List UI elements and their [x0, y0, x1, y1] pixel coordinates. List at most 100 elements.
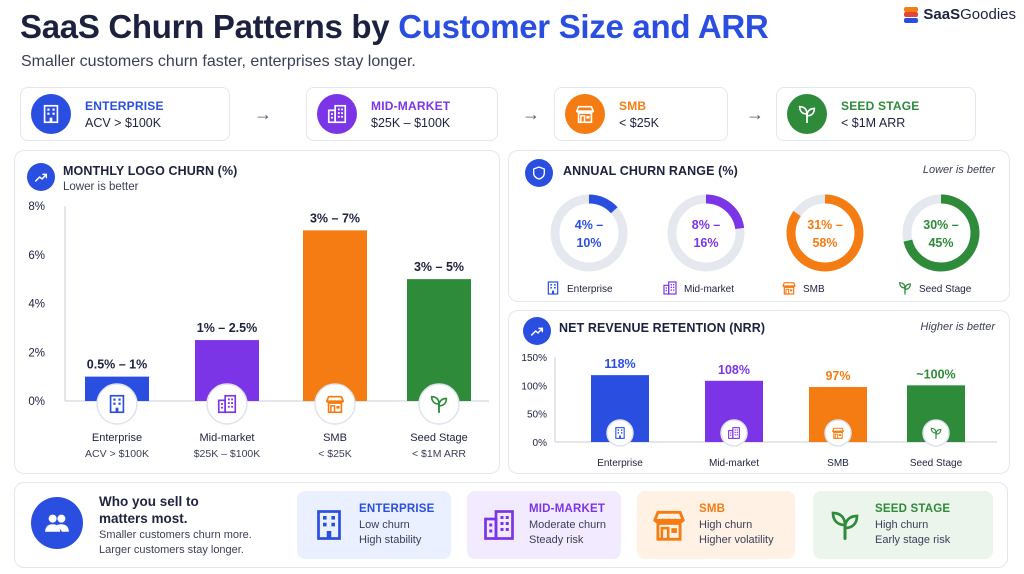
- tile-enterprise: ENTERPRISE Low churn High stability: [297, 491, 451, 559]
- brand-logo: SaaSGoodies: [904, 6, 1016, 23]
- donut-value-line2: 45%: [928, 236, 953, 250]
- x-tick-sublabel: ACV > $100K: [85, 448, 149, 460]
- brand-name-rest: Goodies: [960, 6, 1016, 23]
- donut-label: SMB: [782, 282, 825, 295]
- segment-card-smb: SMB < $25K: [554, 87, 728, 141]
- title-main: SaaS Churn Patterns by: [20, 8, 399, 45]
- logo-churn-chart: 0% 2% 4% 6% 8% 0.5% – 1% Enterprise ACV > $100K…: [28, 201, 489, 460]
- donut-category-label: Mid-market: [684, 284, 734, 295]
- office-icon: [479, 505, 519, 545]
- users-icon: [31, 497, 83, 549]
- segment-card-mid-market: MID-MARKET $25K – $100K: [306, 87, 498, 141]
- tile-line: High stability: [359, 533, 422, 546]
- sprout-icon: [418, 383, 460, 425]
- x-tick-label: Mid-market: [709, 458, 759, 469]
- office-icon: [720, 419, 748, 447]
- x-tick-label: SMB: [323, 432, 347, 444]
- logo-churn-title: MONTHLY LOGO CHURN (%): [63, 164, 238, 178]
- sprout-icon: [825, 505, 865, 545]
- annual-churn-note: Lower is better: [922, 164, 995, 176]
- annual-churn-donuts: 4% – 10% Enterprise 8% – 16% Mid-market 31% – 5…: [547, 194, 980, 295]
- bar-data-label: 97%: [825, 369, 850, 383]
- donut-value-line2: 10%: [576, 236, 601, 250]
- trend-up-icon: [523, 317, 551, 345]
- sprout-icon: [899, 281, 911, 295]
- storefront-icon: [782, 282, 796, 295]
- building-icon: [606, 419, 634, 447]
- stack-logo-icon: [904, 6, 919, 23]
- tile-line: Moderate churn: [529, 518, 607, 531]
- y-tick-label: 6%: [28, 250, 45, 262]
- sprout-icon: [922, 419, 950, 447]
- donut-label: Seed Stage: [899, 281, 972, 295]
- x-tick-label: Enterprise: [597, 458, 643, 469]
- sprout-icon: [787, 94, 827, 134]
- nrr-note: Higher is better: [920, 321, 995, 333]
- nrr-title: NET REVENUE RETENTION (NRR): [559, 321, 766, 335]
- shield-icon: [525, 159, 553, 187]
- x-tick-sublabel: < $25K: [318, 448, 352, 460]
- segment-card-enterprise: ENTERPRISE ACV > $100K: [20, 87, 230, 141]
- building-icon: [96, 383, 138, 425]
- x-tick-label: Enterprise: [92, 432, 142, 444]
- tile-seed-stage: SEED STAGE High churn Early stage risk: [813, 491, 993, 559]
- donut-arc-seed-stage: [902, 194, 980, 272]
- donut-label: Enterprise: [547, 281, 613, 295]
- storefront-icon: [649, 505, 689, 545]
- y-tick-label: 0%: [28, 396, 45, 408]
- x-tick-sublabel: $25K – $100K: [194, 448, 261, 460]
- donut-value-line1: 31% –: [807, 218, 842, 232]
- segment-name: SEED STAGE: [841, 98, 920, 113]
- y-tick-label: 8%: [28, 201, 45, 213]
- bar-data-label: 118%: [604, 357, 635, 371]
- y-tick-label: 150%: [521, 353, 547, 364]
- y-tick-label: 0%: [533, 438, 548, 449]
- tile-line: High churn: [875, 518, 929, 531]
- donut-value-line2: 16%: [693, 236, 718, 250]
- x-tick-label: Seed Stage: [910, 458, 963, 469]
- donut-value-line1: 8% –: [692, 218, 721, 232]
- segment-name: MID-MARKET: [371, 98, 451, 113]
- segment-range: $25K – $100K: [371, 115, 451, 130]
- tile-name: ENTERPRISE: [359, 502, 435, 515]
- tile-line: Low churn: [359, 518, 410, 531]
- page-title: SaaS Churn Patterns by Customer Size and…: [20, 8, 769, 46]
- tile-name: SEED STAGE: [875, 502, 951, 515]
- bar-data-label: 1% – 2.5%: [197, 321, 257, 335]
- tile-name: MID-MARKET: [529, 502, 606, 515]
- donut-value-line1: 30% –: [923, 218, 958, 232]
- annual-churn-card: ANNUAL CHURN RANGE (%) Lower is better 4…: [508, 150, 1010, 302]
- arrow-right-icon: →: [254, 104, 272, 124]
- donut-category-label: SMB: [803, 284, 825, 295]
- building-icon: [547, 281, 559, 295]
- tile-mid-market: MID-MARKET Moderate churn Steady risk: [467, 491, 621, 559]
- storefront-icon: [314, 383, 356, 425]
- x-tick-label: Mid-market: [199, 432, 254, 444]
- tile-smb: SMB High churn Higher volatility: [637, 491, 795, 559]
- nrr-chart: 0% 50% 100% 150% 118% Enterprise 108% Mid-marke…: [521, 353, 997, 469]
- summary-heading: Who you sell to matters most.: [99, 494, 199, 526]
- y-tick-label: 4%: [28, 299, 45, 311]
- x-tick-sublabel: < $1M ARR: [412, 448, 466, 460]
- tile-line: High churn: [699, 518, 753, 531]
- segment-name: SMB: [619, 98, 647, 113]
- nrr-card: NET REVENUE RETENTION (NRR) Higher is be…: [508, 310, 1010, 474]
- annual-churn-title: ANNUAL CHURN RANGE (%): [563, 164, 738, 178]
- segment-range: < $1M ARR: [841, 115, 906, 130]
- donut-arc-mid-market: [667, 194, 745, 272]
- segment-card-seed-stage: SEED STAGE < $1M ARR: [776, 87, 976, 141]
- donut-value-line2: 58%: [812, 236, 837, 250]
- building-icon: [31, 94, 71, 134]
- title-accent: Customer Size and ARR: [398, 8, 769, 45]
- tile-line: Steady risk: [529, 533, 584, 546]
- y-tick-label: 100%: [521, 381, 547, 392]
- brand-name-bold: SaaS: [923, 6, 961, 23]
- page-subtitle: Smaller customers churn faster, enterpri…: [21, 53, 416, 70]
- bar-data-label: 0.5% – 1%: [87, 358, 147, 372]
- tile-line: Early stage risk: [875, 533, 951, 546]
- bar-smb: [303, 230, 367, 401]
- bar-data-label: ~100%: [916, 367, 955, 381]
- segment-name: ENTERPRISE: [85, 98, 164, 113]
- donut-label: Mid-market: [663, 281, 734, 295]
- building-icon: [309, 505, 349, 545]
